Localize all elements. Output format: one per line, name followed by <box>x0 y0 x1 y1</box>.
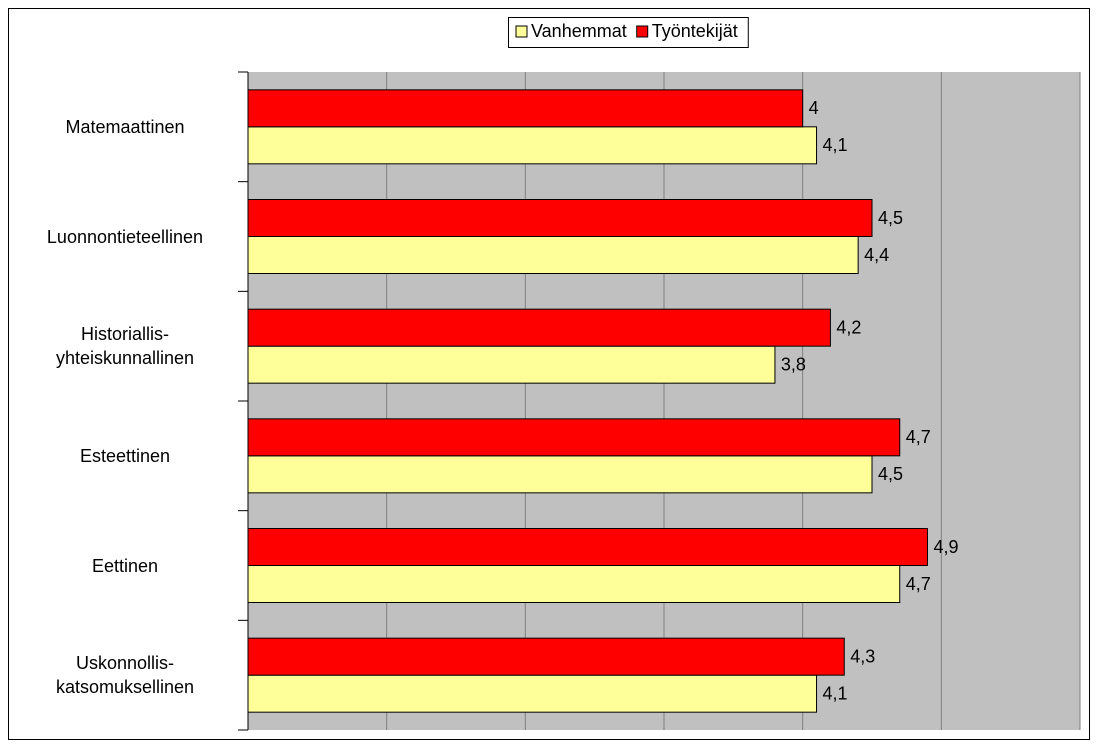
bar <box>247 236 859 274</box>
y-tick-label: Matemaattinen <box>65 116 185 137</box>
bar <box>247 308 831 347</box>
data-label: 4,2 <box>836 317 861 337</box>
legend-box <box>508 17 749 48</box>
legend-label: Työntekijät <box>652 21 738 41</box>
y-tick-label: Eettinen <box>91 555 159 576</box>
data-label: 4,7 <box>906 574 931 594</box>
data-label: 4 <box>809 98 819 118</box>
bar <box>247 89 804 128</box>
y-tick-label: Esteettinen <box>79 445 171 466</box>
data-label: 4,7 <box>906 427 931 447</box>
bar <box>247 126 818 165</box>
legend-label: Vanhemmat <box>531 21 627 41</box>
legend-swatch <box>636 25 649 38</box>
legend-swatch <box>515 25 528 38</box>
y-tick-label: Historiallis- yhteiskunnallinen <box>55 324 195 369</box>
data-label: 4,5 <box>878 464 903 484</box>
bar <box>247 199 873 237</box>
data-label: 4,5 <box>878 208 903 228</box>
bar <box>247 674 818 713</box>
data-label: 4,4 <box>864 245 889 265</box>
bar <box>247 345 776 384</box>
data-label: 4,1 <box>823 135 848 155</box>
y-tick-label: Luonnontieteellinen <box>46 226 204 247</box>
data-label: 4,9 <box>933 537 958 557</box>
data-label: 4,3 <box>850 646 875 666</box>
bar <box>247 637 845 676</box>
data-label: 3,8 <box>781 354 806 374</box>
data-label: 4,1 <box>823 683 848 703</box>
bar <box>247 565 901 603</box>
y-tick-label: Uskonnollis- katsomuksellinen <box>55 653 195 698</box>
bar <box>247 455 873 494</box>
bar <box>247 418 901 457</box>
bar <box>247 528 928 566</box>
